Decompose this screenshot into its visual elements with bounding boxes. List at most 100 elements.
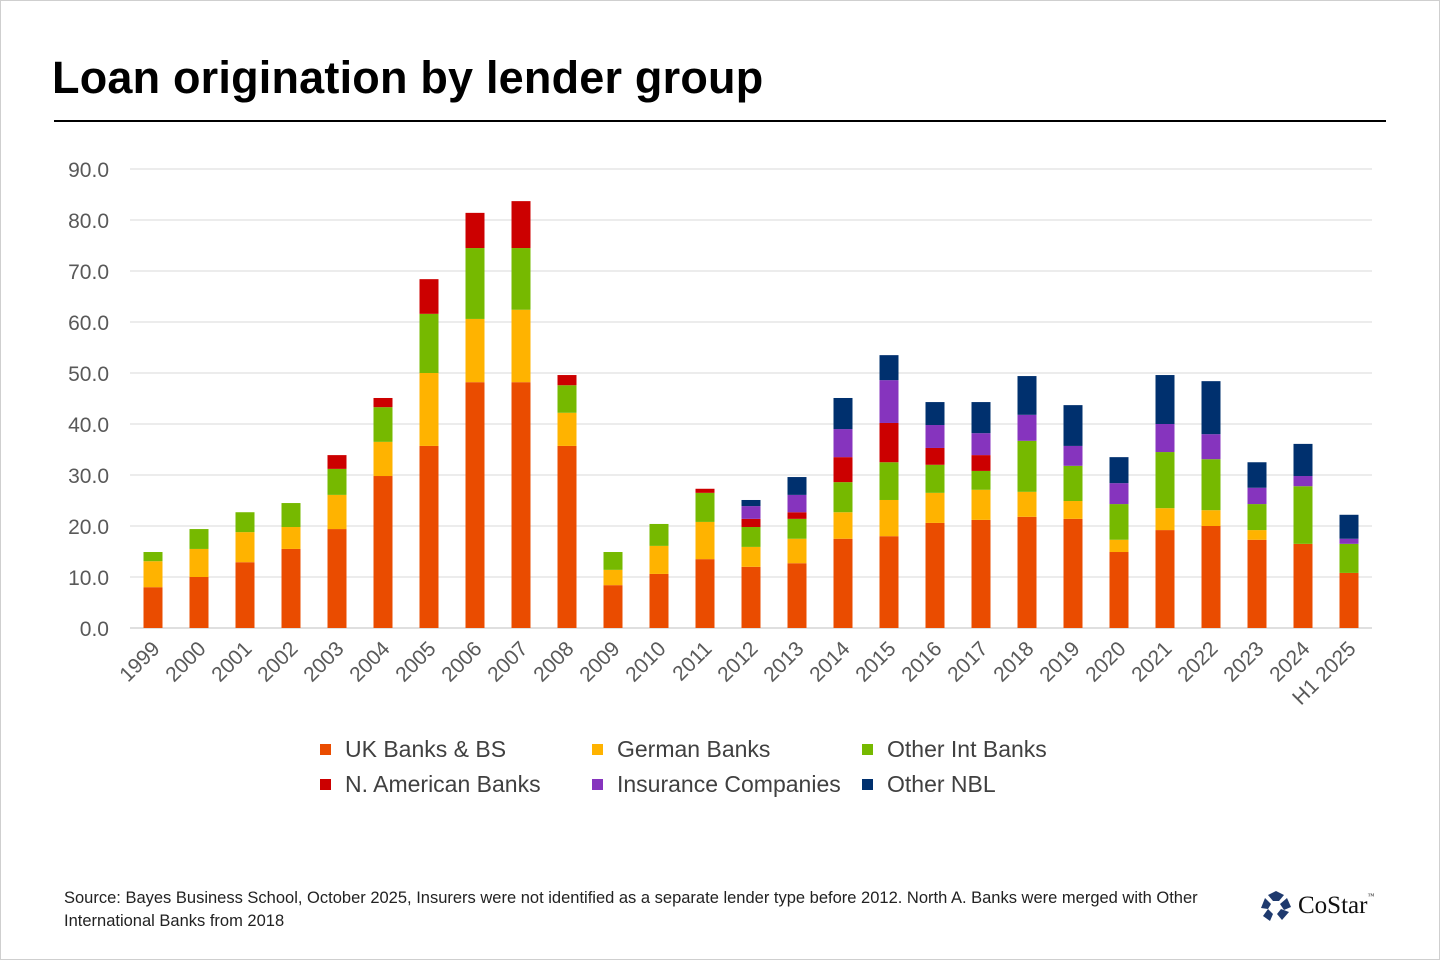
y-tick-label: 10.0 [68, 567, 109, 590]
bar-segment-other-int-banks [787, 518, 807, 539]
y-tick-label: 50.0 [68, 363, 109, 386]
source-note: Source: Bayes Business School, October 2… [64, 889, 1198, 930]
bar-segment-other-int-banks [603, 552, 623, 570]
legend-label: Other Int Banks [887, 736, 1047, 762]
x-tick-label: 2005 [391, 637, 440, 686]
bar-segment-n-american-banks [419, 279, 439, 314]
bar-segment-n-american-banks [741, 518, 761, 528]
bar-segment-german-banks [1063, 501, 1083, 519]
x-tick-label: 1999 [115, 637, 164, 686]
bar-segment-other-nbl [1017, 376, 1037, 415]
bar-segment-insurance-companies [1109, 483, 1129, 505]
bar-segment-insurance-companies [971, 433, 991, 456]
x-tick-label: 2015 [851, 637, 900, 686]
bar-segment-other-int-banks [511, 248, 531, 310]
logo-text: CoStar™ [1298, 892, 1374, 920]
bar-segment-other-int-banks [971, 470, 991, 490]
y-tick-label: 30.0 [68, 465, 109, 488]
bar-segment-insurance-companies [1017, 414, 1037, 441]
bar-segment-other-int-banks [281, 503, 301, 528]
bar-segment-other-nbl [833, 397, 853, 430]
x-tick-label: 2009 [575, 637, 624, 686]
x-tick-label: 2016 [897, 637, 946, 686]
bar-segment-insurance-companies [925, 425, 945, 448]
bar-segment-uk-banks-bs [787, 563, 807, 628]
legend-swatch [862, 779, 873, 790]
bar-segment-uk-banks-bs [695, 559, 715, 628]
bar-segment-insurance-companies [741, 506, 761, 519]
bar-segment-german-banks [419, 373, 439, 446]
bar-segment-uk-banks-bs [143, 587, 163, 628]
logo-wordmark: CoStar [1298, 892, 1368, 919]
bar-segment-other-int-banks [1247, 504, 1267, 531]
bar-segment-uk-banks-bs [1017, 516, 1037, 628]
legend-swatch [592, 779, 603, 790]
bar-segment-other-nbl [741, 499, 761, 507]
bar-segment-other-int-banks [1339, 543, 1359, 573]
bar-segment-other-nbl [971, 402, 991, 434]
x-tick-label: 2000 [161, 637, 210, 686]
bar-segment-other-nbl [1063, 405, 1083, 446]
bar-segment-german-banks [971, 489, 991, 520]
legend-swatch [320, 744, 331, 755]
x-tick-label: 2017 [943, 637, 992, 686]
bar-segment-other-nbl [1339, 514, 1359, 539]
bar-segment-other-int-banks [189, 529, 209, 549]
bar-segment-german-banks [373, 441, 393, 477]
bar-segment-uk-banks-bs [189, 577, 209, 628]
bar-segment-uk-banks-bs [879, 536, 899, 628]
bar-segment-insurance-companies [1339, 538, 1359, 544]
bar-segment-other-nbl [1109, 457, 1129, 484]
bar-segment-uk-banks-bs [235, 562, 255, 628]
bar-segment-insurance-companies [833, 429, 853, 458]
x-tick-label: 2007 [483, 637, 532, 686]
bar-segment-uk-banks-bs [1109, 552, 1129, 628]
bar-segment-insurance-companies [1293, 476, 1313, 487]
x-tick-label: 2012 [713, 637, 762, 686]
bar-segment-uk-banks-bs [511, 382, 531, 628]
legend-item: N. American Banks [320, 771, 541, 798]
bar-segment-other-int-banks [879, 462, 899, 500]
legend-item: Insurance Companies [592, 771, 841, 798]
bar-segment-uk-banks-bs [1155, 530, 1175, 628]
bar-segment-uk-banks-bs [833, 538, 853, 628]
x-tick-label: 2004 [345, 637, 395, 687]
bar-segment-german-banks [833, 512, 853, 539]
bar-segment-other-int-banks [1201, 459, 1221, 511]
bar-segment-other-int-banks [741, 527, 761, 547]
bar-segment-uk-banks-bs [1247, 539, 1267, 628]
bar-segment-other-nbl [1293, 443, 1313, 477]
bar-segment-german-banks [557, 412, 577, 446]
bar-segment-other-int-banks [833, 482, 853, 513]
bar-segment-german-banks [741, 546, 761, 567]
bar-segment-german-banks [879, 499, 899, 537]
costar-star-icon [1261, 891, 1291, 921]
bar-segment-other-int-banks [373, 407, 393, 442]
bar-segment-other-int-banks [1293, 486, 1313, 544]
legend-label: Other NBL [887, 771, 996, 797]
bar-segment-german-banks [327, 494, 347, 530]
bar-segment-uk-banks-bs [925, 522, 945, 628]
bar-segment-n-american-banks [557, 375, 577, 386]
bar-segment-german-banks [1109, 539, 1129, 553]
bar-segment-other-int-banks [1017, 440, 1037, 492]
x-tick-label: 2019 [1035, 637, 1084, 686]
legend-swatch [592, 744, 603, 755]
bar-segment-german-banks [465, 318, 485, 383]
bar-segment-uk-banks-bs [603, 585, 623, 628]
bar-segment-uk-banks-bs [327, 529, 347, 628]
bar-segment-german-banks [143, 561, 163, 588]
legend-item: UK Banks & BS [320, 736, 506, 763]
legend-item: German Banks [592, 736, 770, 763]
bar-segment-insurance-companies [787, 494, 807, 513]
y-tick-label: 0.0 [80, 618, 109, 641]
bar-segment-german-banks [925, 492, 945, 523]
bar-segment-uk-banks-bs [419, 445, 439, 628]
bar-segment-german-banks [1155, 508, 1175, 531]
y-tick-label: 70.0 [68, 261, 109, 284]
x-tick-label: 2023 [1219, 637, 1268, 686]
bar-segment-other-int-banks [557, 385, 577, 413]
bar-segment-insurance-companies [1201, 434, 1221, 460]
x-tick-label: 2013 [759, 637, 808, 686]
x-tick-label: 2001 [207, 637, 256, 686]
